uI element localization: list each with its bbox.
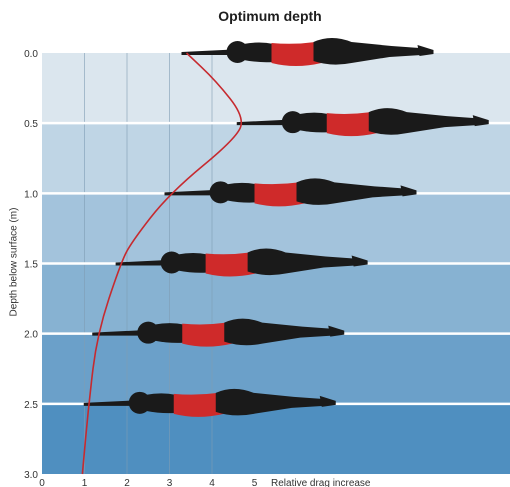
y-tick-label: 2.5	[24, 400, 38, 411]
depth-band	[42, 123, 510, 194]
swimmer	[236, 108, 489, 137]
depth-band	[42, 333, 510, 404]
depth-band	[42, 263, 510, 334]
swimmer	[164, 178, 417, 207]
y-tick-label: 2.0	[24, 330, 38, 341]
chart-title: Optimum depth	[218, 8, 322, 24]
y-tick-label: 1.5	[24, 260, 38, 271]
x-tick-label: 5	[252, 478, 258, 487]
swimmer	[83, 388, 336, 417]
depth-bands	[42, 53, 510, 474]
drag-curve	[81, 52, 243, 475]
y-tick-label: 1.0	[24, 189, 38, 200]
x-tick-label: 4	[209, 478, 215, 487]
x-axis-title: Relative drag increase	[271, 478, 371, 487]
y-tick-label: 3.0	[24, 470, 38, 481]
swimmer	[92, 318, 345, 347]
x-tick-label: 1	[82, 478, 88, 487]
x-tick-label: 3	[167, 478, 173, 487]
x-tick-label: 0	[39, 478, 45, 487]
y-tick-label: 0.5	[24, 119, 38, 130]
depth-band	[42, 53, 510, 124]
y-tick-label: 0.0	[24, 49, 38, 60]
x-tick-labels: 0 1 2 3 4 5	[39, 478, 258, 487]
drag-curve-layer	[81, 52, 243, 475]
depth-band	[42, 403, 510, 474]
y-tick-labels: 0.0 0.5 1.0 1.5 2.0 2.5 3.0	[24, 49, 38, 481]
swimmer	[115, 248, 368, 277]
swimmer	[181, 38, 434, 66]
swimmers	[83, 38, 489, 417]
x-tick-label: 2	[124, 478, 130, 487]
